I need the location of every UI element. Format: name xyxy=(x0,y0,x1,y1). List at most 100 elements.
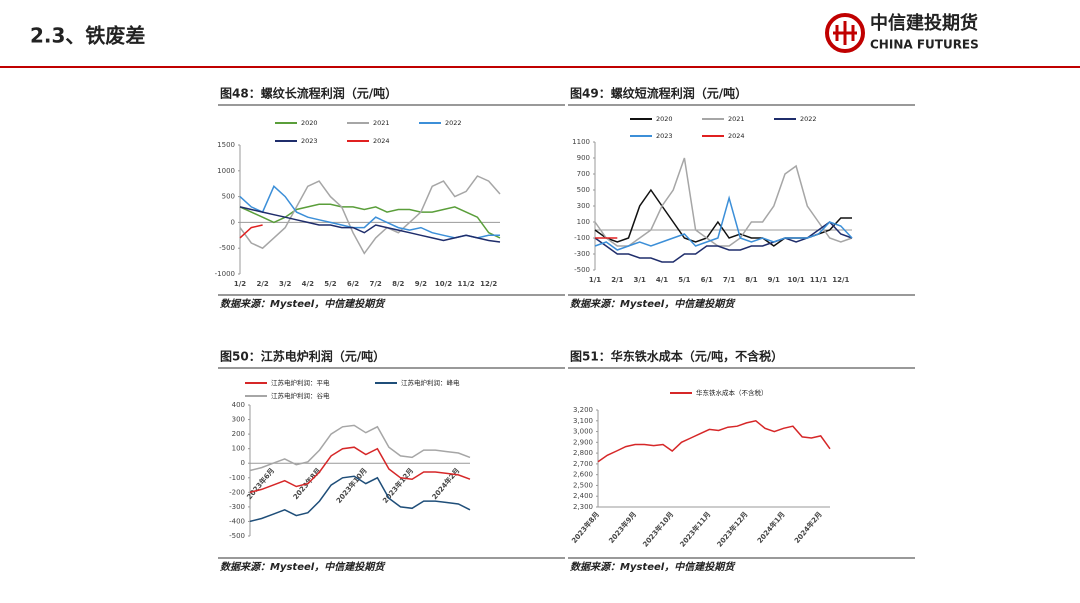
x-tick-label: 2024年1月 xyxy=(755,510,787,545)
y-tick-label: -300 xyxy=(574,250,590,258)
y-tick-label: -1000 xyxy=(215,270,235,278)
legend-label: 2020 xyxy=(656,115,673,123)
source: 数据来源：Mysteel，中信建投期货 xyxy=(570,298,736,310)
x-tick-label: 12/1 xyxy=(832,276,849,284)
series-line xyxy=(239,203,501,239)
y-tick-label: 2,800 xyxy=(573,449,593,457)
x-tick-label: 3/2 xyxy=(279,280,291,288)
x-tick-label: 2023年12月 xyxy=(380,466,415,505)
x-tick-label: 10/2 xyxy=(435,280,452,288)
legend-label: 2022 xyxy=(800,115,817,123)
x-tick-label: 2/1 xyxy=(611,276,623,284)
y-tick-label: 100 xyxy=(577,218,590,226)
y-tick-label: -100 xyxy=(574,234,590,242)
x-tick-label: 2/2 xyxy=(256,280,268,288)
y-tick-label: 3,200 xyxy=(573,406,593,414)
chart-title: 图49：螺纹短流程利润（元/吨） xyxy=(570,86,747,101)
legend-label: 2021 xyxy=(728,115,745,123)
legend-label: 江苏电炉利润：平电 xyxy=(271,378,330,387)
source: 数据来源：Mysteel，中信建投期货 xyxy=(570,561,736,573)
y-tick-label: 400 xyxy=(232,401,245,409)
y-tick-label: 0 xyxy=(241,459,245,467)
y-tick-label: 200 xyxy=(232,430,245,438)
y-tick-label: 0 xyxy=(231,218,235,226)
logo-en: CHINA FUTURES xyxy=(870,38,979,52)
y-tick-label: -100 xyxy=(229,474,245,482)
chart-title: 图51：华东铁水成本（元/吨，不含税） xyxy=(570,349,783,364)
series-line xyxy=(249,424,471,472)
x-tick-label: 2023年10月 xyxy=(334,466,369,505)
x-tick-label: 1/2 xyxy=(234,280,246,288)
x-tick-label: 4/1 xyxy=(656,276,668,284)
x-tick-label: 7/2 xyxy=(369,280,381,288)
x-tick-label: 10/1 xyxy=(788,276,805,284)
x-tick-label: 7/1 xyxy=(723,276,735,284)
y-tick-label: -400 xyxy=(229,517,245,525)
legend-label: 2024 xyxy=(728,132,745,140)
y-tick-label: -200 xyxy=(229,488,245,496)
y-tick-label: 2,700 xyxy=(573,460,593,468)
y-tick-label: 900 xyxy=(577,154,590,162)
series-line xyxy=(594,195,853,251)
y-tick-label: 300 xyxy=(232,416,245,424)
legend-label: 江苏电炉利润：峰电 xyxy=(401,378,460,387)
y-tick-label: -300 xyxy=(229,503,245,511)
series-line xyxy=(249,475,471,523)
y-tick-label: 1100 xyxy=(572,138,590,146)
legend-label: 2024 xyxy=(373,137,390,145)
y-tick-label: 2,900 xyxy=(573,438,593,446)
y-tick-label: 100 xyxy=(232,445,245,453)
y-tick-label: 2,400 xyxy=(573,492,593,500)
x-tick-label: 8/2 xyxy=(392,280,404,288)
y-tick-label: 1000 xyxy=(217,167,235,175)
y-tick-label: 700 xyxy=(577,170,590,178)
x-tick-label: 11/1 xyxy=(810,276,827,284)
x-tick-label: 5/2 xyxy=(324,280,336,288)
y-tick-label: 500 xyxy=(577,186,590,194)
x-tick-label: 1/1 xyxy=(589,276,601,284)
x-tick-label: 12/2 xyxy=(480,280,497,288)
y-tick-label: -500 xyxy=(219,244,235,252)
y-tick-label: 1500 xyxy=(217,141,235,149)
series-line xyxy=(597,419,831,463)
series-line xyxy=(239,206,501,243)
x-tick-label: 2023年10月 xyxy=(641,510,676,549)
source: 数据来源：Mysteel，中信建投期货 xyxy=(220,298,386,310)
x-tick-label: 2023年8月 xyxy=(570,510,602,545)
y-tick-label: 500 xyxy=(222,193,235,201)
legend-label: 2021 xyxy=(373,119,390,127)
source: 数据来源：Mysteel，中信建投期货 xyxy=(220,561,386,573)
x-tick-label: 6/1 xyxy=(701,276,713,284)
x-tick-label: 9/1 xyxy=(768,276,780,284)
legend-label: 华东铁水成本（不含税） xyxy=(696,388,768,397)
logo-cn: 中信建投期货 xyxy=(870,12,978,34)
x-tick-label: 2023年11月 xyxy=(678,510,713,549)
y-tick-label: -500 xyxy=(574,266,590,274)
y-tick-label: 3,100 xyxy=(573,417,593,425)
legend-label: 2020 xyxy=(301,119,318,127)
chart-title: 图48：螺纹长流程利润（元/吨） xyxy=(220,86,397,101)
chart-title: 图50：江苏电炉利润（元/吨） xyxy=(220,349,385,364)
y-tick-label: 3,000 xyxy=(573,428,593,436)
x-tick-label: 5/1 xyxy=(678,276,690,284)
legend-label: 2023 xyxy=(656,132,673,140)
x-tick-label: 9/2 xyxy=(415,280,427,288)
series-line xyxy=(239,175,501,255)
logo-icon xyxy=(825,13,865,53)
y-tick-label: 300 xyxy=(577,202,590,210)
x-tick-label: 6/2 xyxy=(347,280,359,288)
x-tick-label: 2023年12月 xyxy=(715,510,750,549)
x-tick-label: 2024年2月 xyxy=(792,510,824,545)
legend-label: 江苏电炉利润：谷电 xyxy=(271,391,330,400)
x-tick-label: 2023年9月 xyxy=(607,510,639,545)
series-line xyxy=(594,157,853,247)
slide-title: 2.3、铁废差 xyxy=(30,24,145,48)
legend-label: 2022 xyxy=(445,119,462,127)
y-tick-label: 2,300 xyxy=(573,503,593,511)
x-tick-label: 3/1 xyxy=(634,276,646,284)
x-tick-label: 4/2 xyxy=(302,280,314,288)
x-tick-label: 2023年6月 xyxy=(245,466,277,501)
series-line xyxy=(249,446,471,494)
legend-label: 2023 xyxy=(301,137,318,145)
